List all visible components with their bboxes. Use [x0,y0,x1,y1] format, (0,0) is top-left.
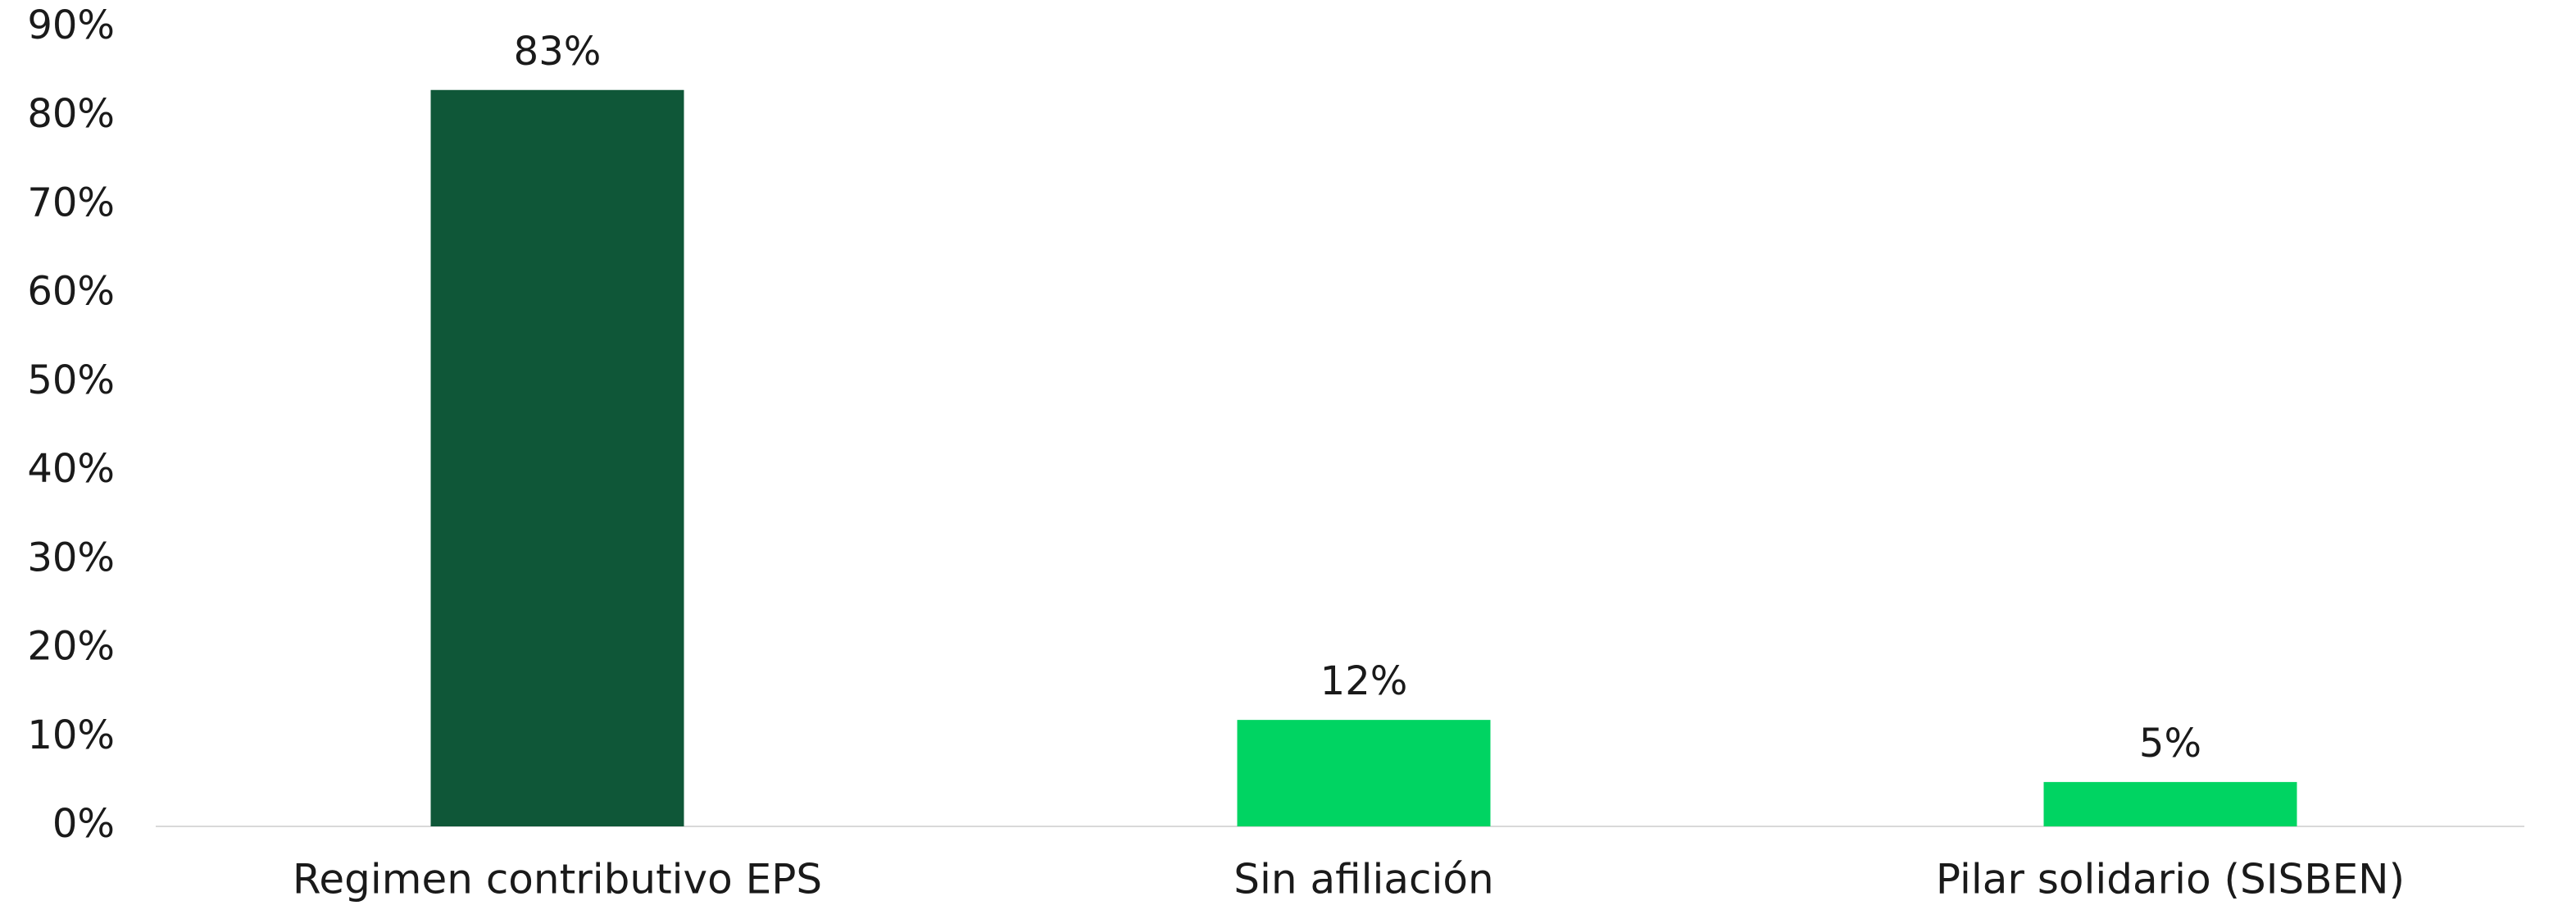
value-label: 12% [1320,658,1408,704]
y-tick-label: 50% [27,357,115,403]
y-tick-label: 40% [27,446,115,492]
value-label: 5% [2139,721,2201,767]
y-tick-label: 80% [27,91,115,137]
y-tick-label: 10% [27,712,115,758]
y-tick-label: 60% [27,269,115,315]
y-tick-label: 0% [52,801,115,847]
y-tick-label: 20% [27,624,115,670]
x-tick-label: Regimen contributivo EPS [293,856,822,903]
x-tick-label: Pilar solidario (SISBEN) [1936,856,2405,903]
y-tick-label: 30% [27,535,115,580]
x-tick-label: Sin afiliación [1233,856,1493,903]
y-tick-label: 70% [27,180,115,225]
bar [1237,720,1491,826]
bar [430,89,684,826]
bar [2043,781,2297,826]
value-label: 83% [514,29,602,75]
y-tick-label: 90% [27,2,115,48]
